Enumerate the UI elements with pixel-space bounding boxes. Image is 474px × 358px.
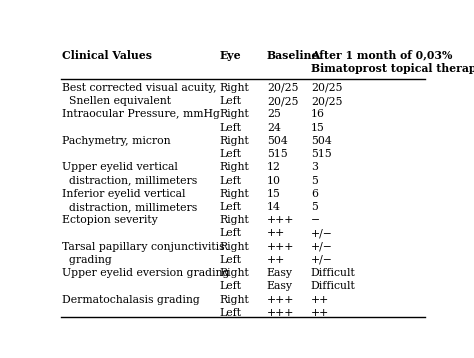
Text: Best corrected visual acuity,: Best corrected visual acuity, (62, 83, 217, 93)
Text: Left: Left (219, 149, 241, 159)
Text: +++: +++ (267, 295, 294, 305)
Text: 10: 10 (267, 175, 281, 185)
Text: +++: +++ (267, 215, 294, 225)
Text: 20/25: 20/25 (311, 83, 342, 93)
Text: distraction, millimeters: distraction, millimeters (62, 202, 198, 212)
Text: 20/25: 20/25 (311, 96, 342, 106)
Text: Difficult: Difficult (311, 281, 356, 291)
Text: Left: Left (219, 255, 241, 265)
Text: 20/25: 20/25 (267, 83, 298, 93)
Text: +++: +++ (267, 308, 294, 318)
Text: grading: grading (62, 255, 112, 265)
Text: Pachymetry, micron: Pachymetry, micron (62, 136, 171, 146)
Text: Upper eyelid vertical: Upper eyelid vertical (62, 162, 178, 172)
Text: Left: Left (219, 175, 241, 185)
Text: +/−: +/− (311, 228, 333, 238)
Text: 5: 5 (311, 202, 318, 212)
Text: Tarsal papillary conjunctivitis: Tarsal papillary conjunctivitis (62, 242, 225, 252)
Text: Inferior eyelid vertical: Inferior eyelid vertical (62, 189, 186, 199)
Text: Right: Right (219, 242, 249, 252)
Text: 504: 504 (311, 136, 332, 146)
Text: Eye: Eye (219, 50, 241, 61)
Text: Left: Left (219, 308, 241, 318)
Text: Right: Right (219, 136, 249, 146)
Text: Right: Right (219, 189, 249, 199)
Text: Easy: Easy (267, 268, 293, 278)
Text: Upper eyelid eversion grading: Upper eyelid eversion grading (62, 268, 229, 278)
Text: 504: 504 (267, 136, 288, 146)
Text: distraction, millimeters: distraction, millimeters (62, 175, 198, 185)
Text: 5: 5 (311, 175, 318, 185)
Text: +/−: +/− (311, 242, 333, 252)
Text: 6: 6 (311, 189, 318, 199)
Text: Left: Left (219, 202, 241, 212)
Text: +++: +++ (267, 242, 294, 252)
Text: Easy: Easy (267, 281, 293, 291)
Text: ++: ++ (267, 228, 285, 238)
Text: Left: Left (219, 96, 241, 106)
Text: Baseline: Baseline (267, 50, 319, 61)
Text: 20/25: 20/25 (267, 96, 298, 106)
Text: Right: Right (219, 83, 249, 93)
Text: 15: 15 (267, 189, 281, 199)
Text: 3: 3 (311, 162, 318, 172)
Text: +/−: +/− (311, 255, 333, 265)
Text: Right: Right (219, 295, 249, 305)
Text: Ectopion severity: Ectopion severity (62, 215, 158, 225)
Text: 24: 24 (267, 123, 281, 132)
Text: 12: 12 (267, 162, 281, 172)
Text: Left: Left (219, 123, 241, 132)
Text: Right: Right (219, 110, 249, 120)
Text: 25: 25 (267, 110, 281, 120)
Text: 515: 515 (267, 149, 288, 159)
Text: Difficult: Difficult (311, 268, 356, 278)
Text: Clinical Values: Clinical Values (62, 50, 152, 61)
Text: ++: ++ (311, 295, 329, 305)
Text: 14: 14 (267, 202, 281, 212)
Text: Left: Left (219, 281, 241, 291)
Text: Right: Right (219, 268, 249, 278)
Text: 16: 16 (311, 110, 325, 120)
Text: After 1 month of 0,03%
Bimatoprost topical therapy: After 1 month of 0,03% Bimatoprost topic… (311, 50, 474, 74)
Text: −: − (311, 215, 320, 225)
Text: Left: Left (219, 228, 241, 238)
Text: Right: Right (219, 215, 249, 225)
Text: ++: ++ (267, 255, 285, 265)
Text: Snellen equivalent: Snellen equivalent (62, 96, 171, 106)
Text: ++: ++ (311, 308, 329, 318)
Text: 15: 15 (311, 123, 325, 132)
Text: Right: Right (219, 162, 249, 172)
Text: Dermatochalasis grading: Dermatochalasis grading (62, 295, 200, 305)
Text: 515: 515 (311, 149, 332, 159)
Text: Intraocular Pressure, mmHg: Intraocular Pressure, mmHg (62, 110, 220, 120)
